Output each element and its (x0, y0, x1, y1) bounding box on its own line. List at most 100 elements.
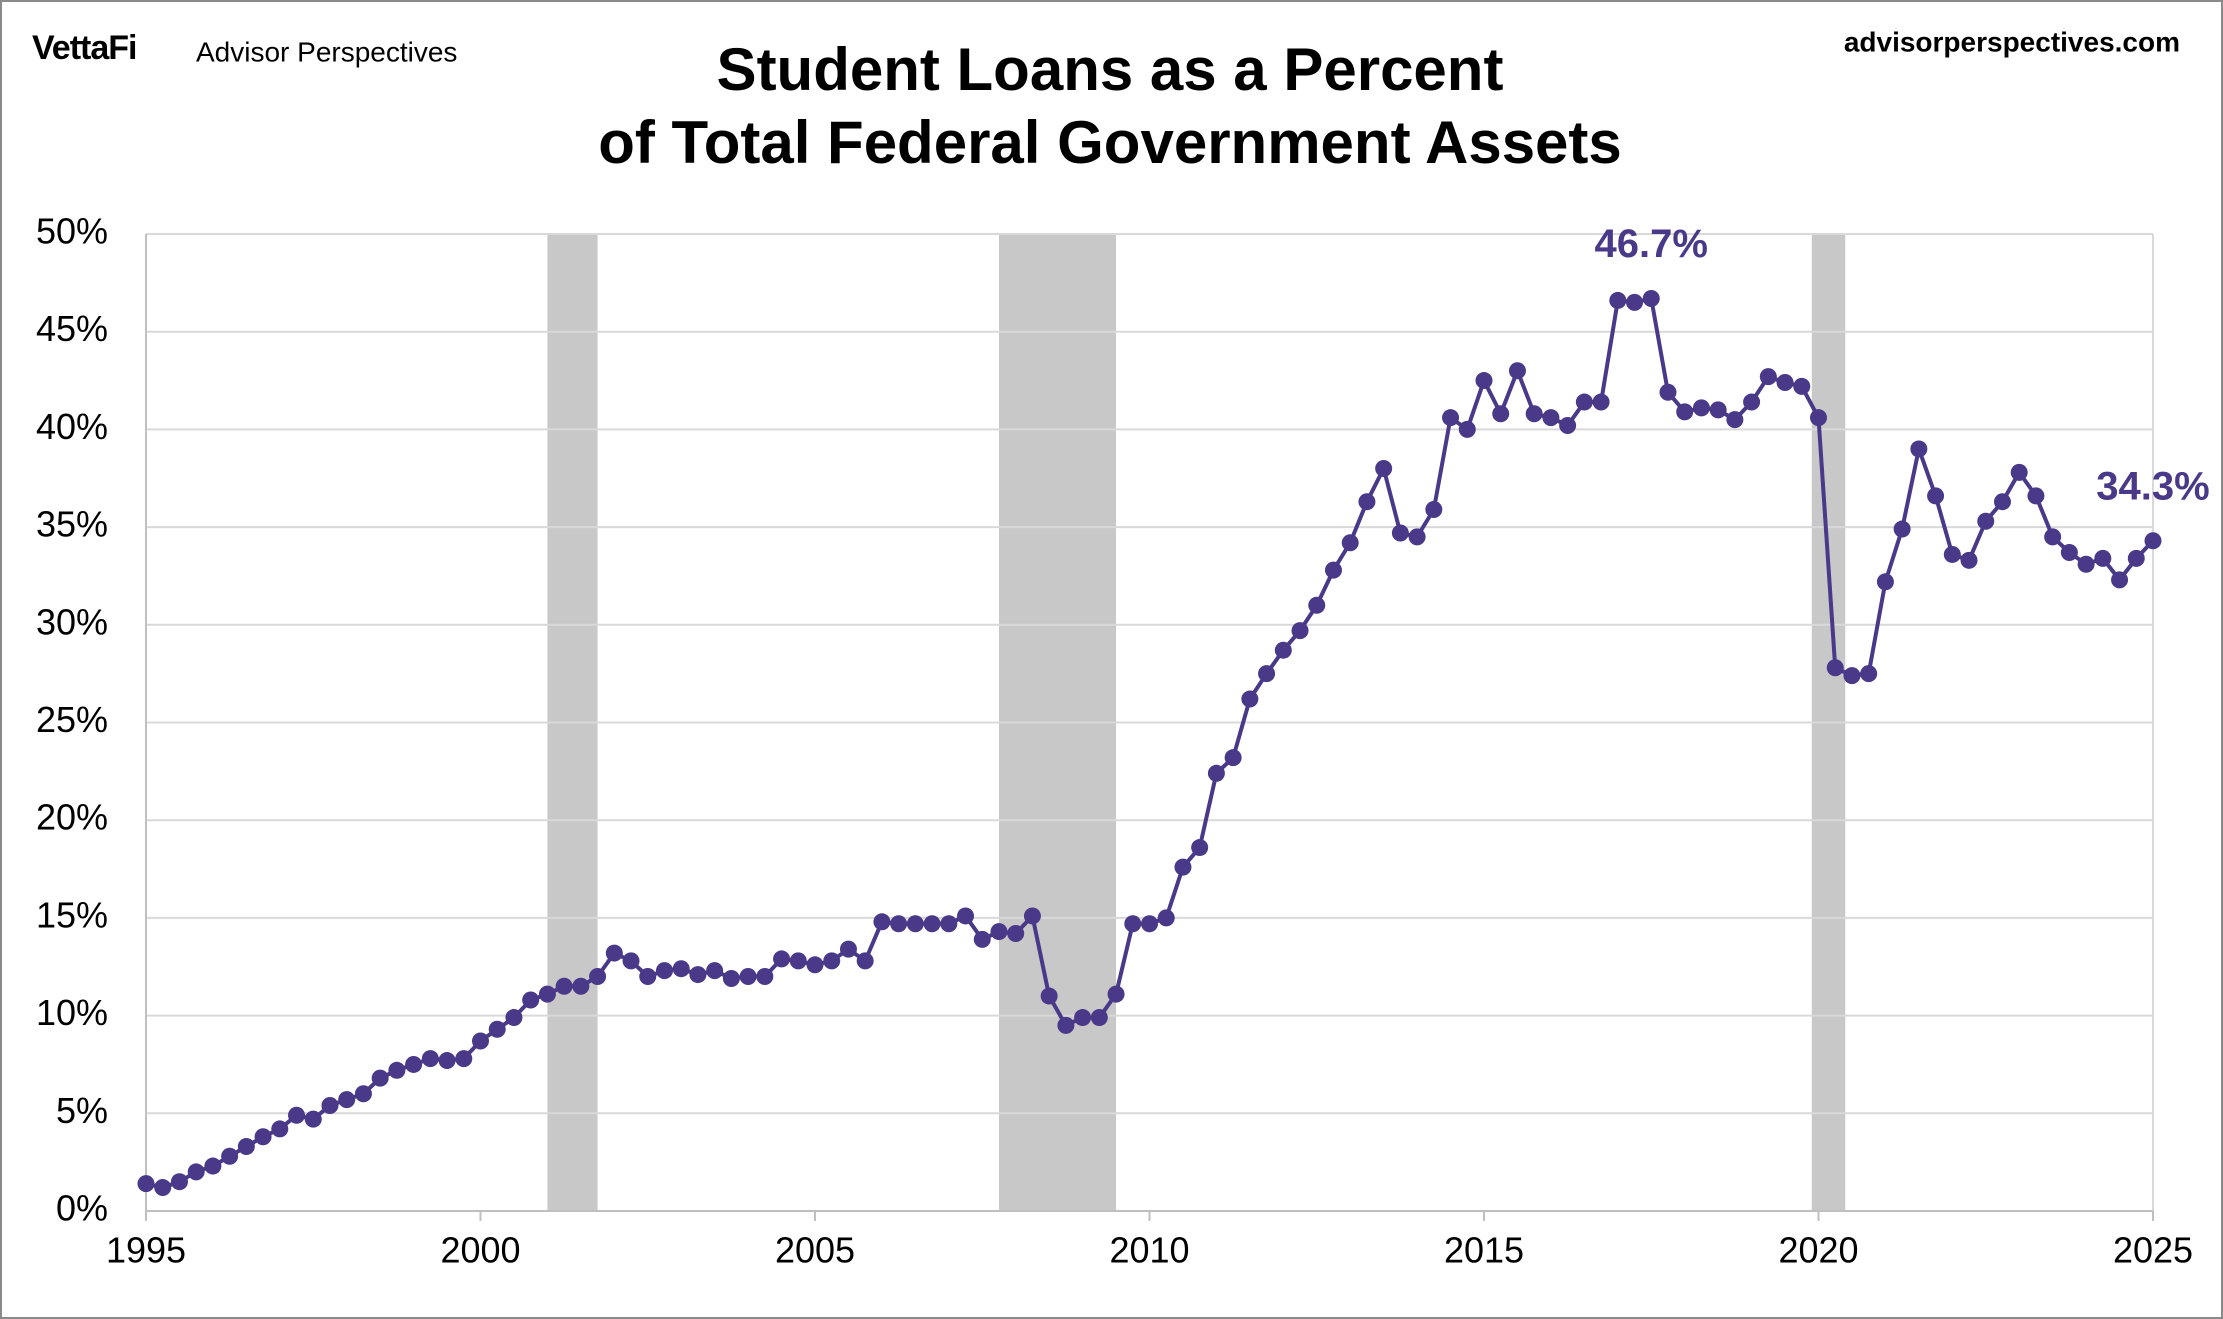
data-point (455, 1050, 473, 1068)
data-point (338, 1091, 356, 1109)
y-tick-label: 25% (36, 699, 108, 740)
data-point (1291, 622, 1309, 640)
data-point (1508, 362, 1526, 380)
data-point (1375, 459, 1393, 477)
data-point (1258, 665, 1276, 683)
data-point (1626, 293, 1644, 311)
y-tick-label: 0% (56, 1188, 108, 1229)
data-point (639, 968, 657, 986)
chart-title: Student Loans as a Percent (717, 36, 1504, 103)
data-point (1023, 907, 1041, 925)
publisher: Advisor Perspectives (196, 36, 457, 67)
data-point (622, 952, 640, 970)
data-point (789, 952, 807, 970)
data-point (1525, 405, 1543, 423)
x-tick-label: 2020 (1778, 1230, 1858, 1271)
brand: VettaFi (32, 29, 136, 67)
data-point (1442, 409, 1460, 427)
data-point (1927, 487, 1945, 505)
data-point (522, 991, 540, 1009)
data-point (2027, 487, 2045, 505)
data-point (1960, 551, 1978, 569)
data-point (221, 1147, 239, 1165)
x-tick-label: 2005 (775, 1230, 855, 1271)
data-point (2010, 463, 2028, 481)
data-point (1559, 416, 1577, 434)
data-point (488, 1020, 506, 1038)
chart-title: of Total Federal Government Assets (598, 109, 1622, 176)
data-point (1090, 1009, 1108, 1027)
data-point (1826, 659, 1844, 677)
y-tick-label: 10% (36, 992, 108, 1033)
data-point (1157, 909, 1175, 927)
data-point (739, 968, 757, 986)
data-point (1007, 925, 1025, 943)
data-point (1241, 690, 1259, 708)
data-point (1107, 985, 1125, 1003)
data-point (1993, 493, 2011, 511)
data-point (555, 977, 573, 995)
data-point (354, 1085, 372, 1103)
data-point (1943, 545, 1961, 563)
data-point (1575, 393, 1593, 411)
data-point (1341, 534, 1359, 552)
data-point (1074, 1009, 1092, 1027)
x-tick-label: 1995 (106, 1230, 186, 1271)
data-point (1141, 915, 1158, 933)
data-point (237, 1138, 255, 1156)
data-point (2044, 528, 2062, 546)
data-point (1458, 420, 1476, 438)
data-point (873, 913, 891, 931)
data-point (154, 1179, 172, 1197)
data-point (371, 1069, 389, 1087)
data-point (2111, 571, 2129, 589)
x-tick-label: 2000 (440, 1230, 520, 1271)
data-point (856, 952, 874, 970)
y-tick-label: 15% (36, 894, 108, 935)
data-point (1592, 393, 1610, 411)
data-point (1843, 667, 1861, 685)
data-point (1174, 858, 1192, 876)
data-point (1743, 393, 1761, 411)
x-tick-label: 2025 (2113, 1230, 2193, 1271)
data-point (957, 907, 975, 925)
data-point (2094, 549, 2112, 567)
data-point (722, 969, 740, 987)
data-point (405, 1055, 423, 1073)
data-point (940, 915, 958, 933)
data-point (1659, 383, 1677, 401)
data-point (1810, 409, 1827, 427)
data-point (1726, 411, 1744, 429)
data-point (1692, 399, 1710, 417)
data-point (2060, 544, 2078, 562)
data-point (1910, 440, 1928, 458)
data-point (438, 1052, 456, 1070)
data-point (187, 1163, 205, 1181)
data-point (1475, 372, 1493, 390)
data-point (170, 1173, 188, 1191)
data-point (321, 1096, 339, 1114)
x-tick-label: 2010 (1109, 1230, 1189, 1271)
data-point (906, 915, 924, 933)
data-point (1191, 839, 1209, 857)
data-point (1040, 987, 1058, 1005)
data-point (1676, 403, 1694, 421)
data-point (204, 1157, 222, 1175)
data-point (689, 966, 707, 984)
data-point (1308, 596, 1326, 614)
data-point (2077, 555, 2095, 573)
data-point (2127, 549, 2145, 567)
data-point (1642, 289, 1660, 307)
data-point (1492, 405, 1510, 423)
data-point (271, 1120, 289, 1138)
data-point (1542, 409, 1560, 427)
data-point (1224, 749, 1242, 767)
data-point (1860, 665, 1878, 683)
y-tick-label: 40% (36, 406, 108, 447)
data-point (2144, 532, 2162, 550)
y-tick-label: 5% (56, 1090, 108, 1131)
data-point (1391, 524, 1409, 542)
data-point (1425, 501, 1443, 519)
data-point (890, 915, 908, 933)
y-tick-label: 50% (36, 211, 108, 252)
